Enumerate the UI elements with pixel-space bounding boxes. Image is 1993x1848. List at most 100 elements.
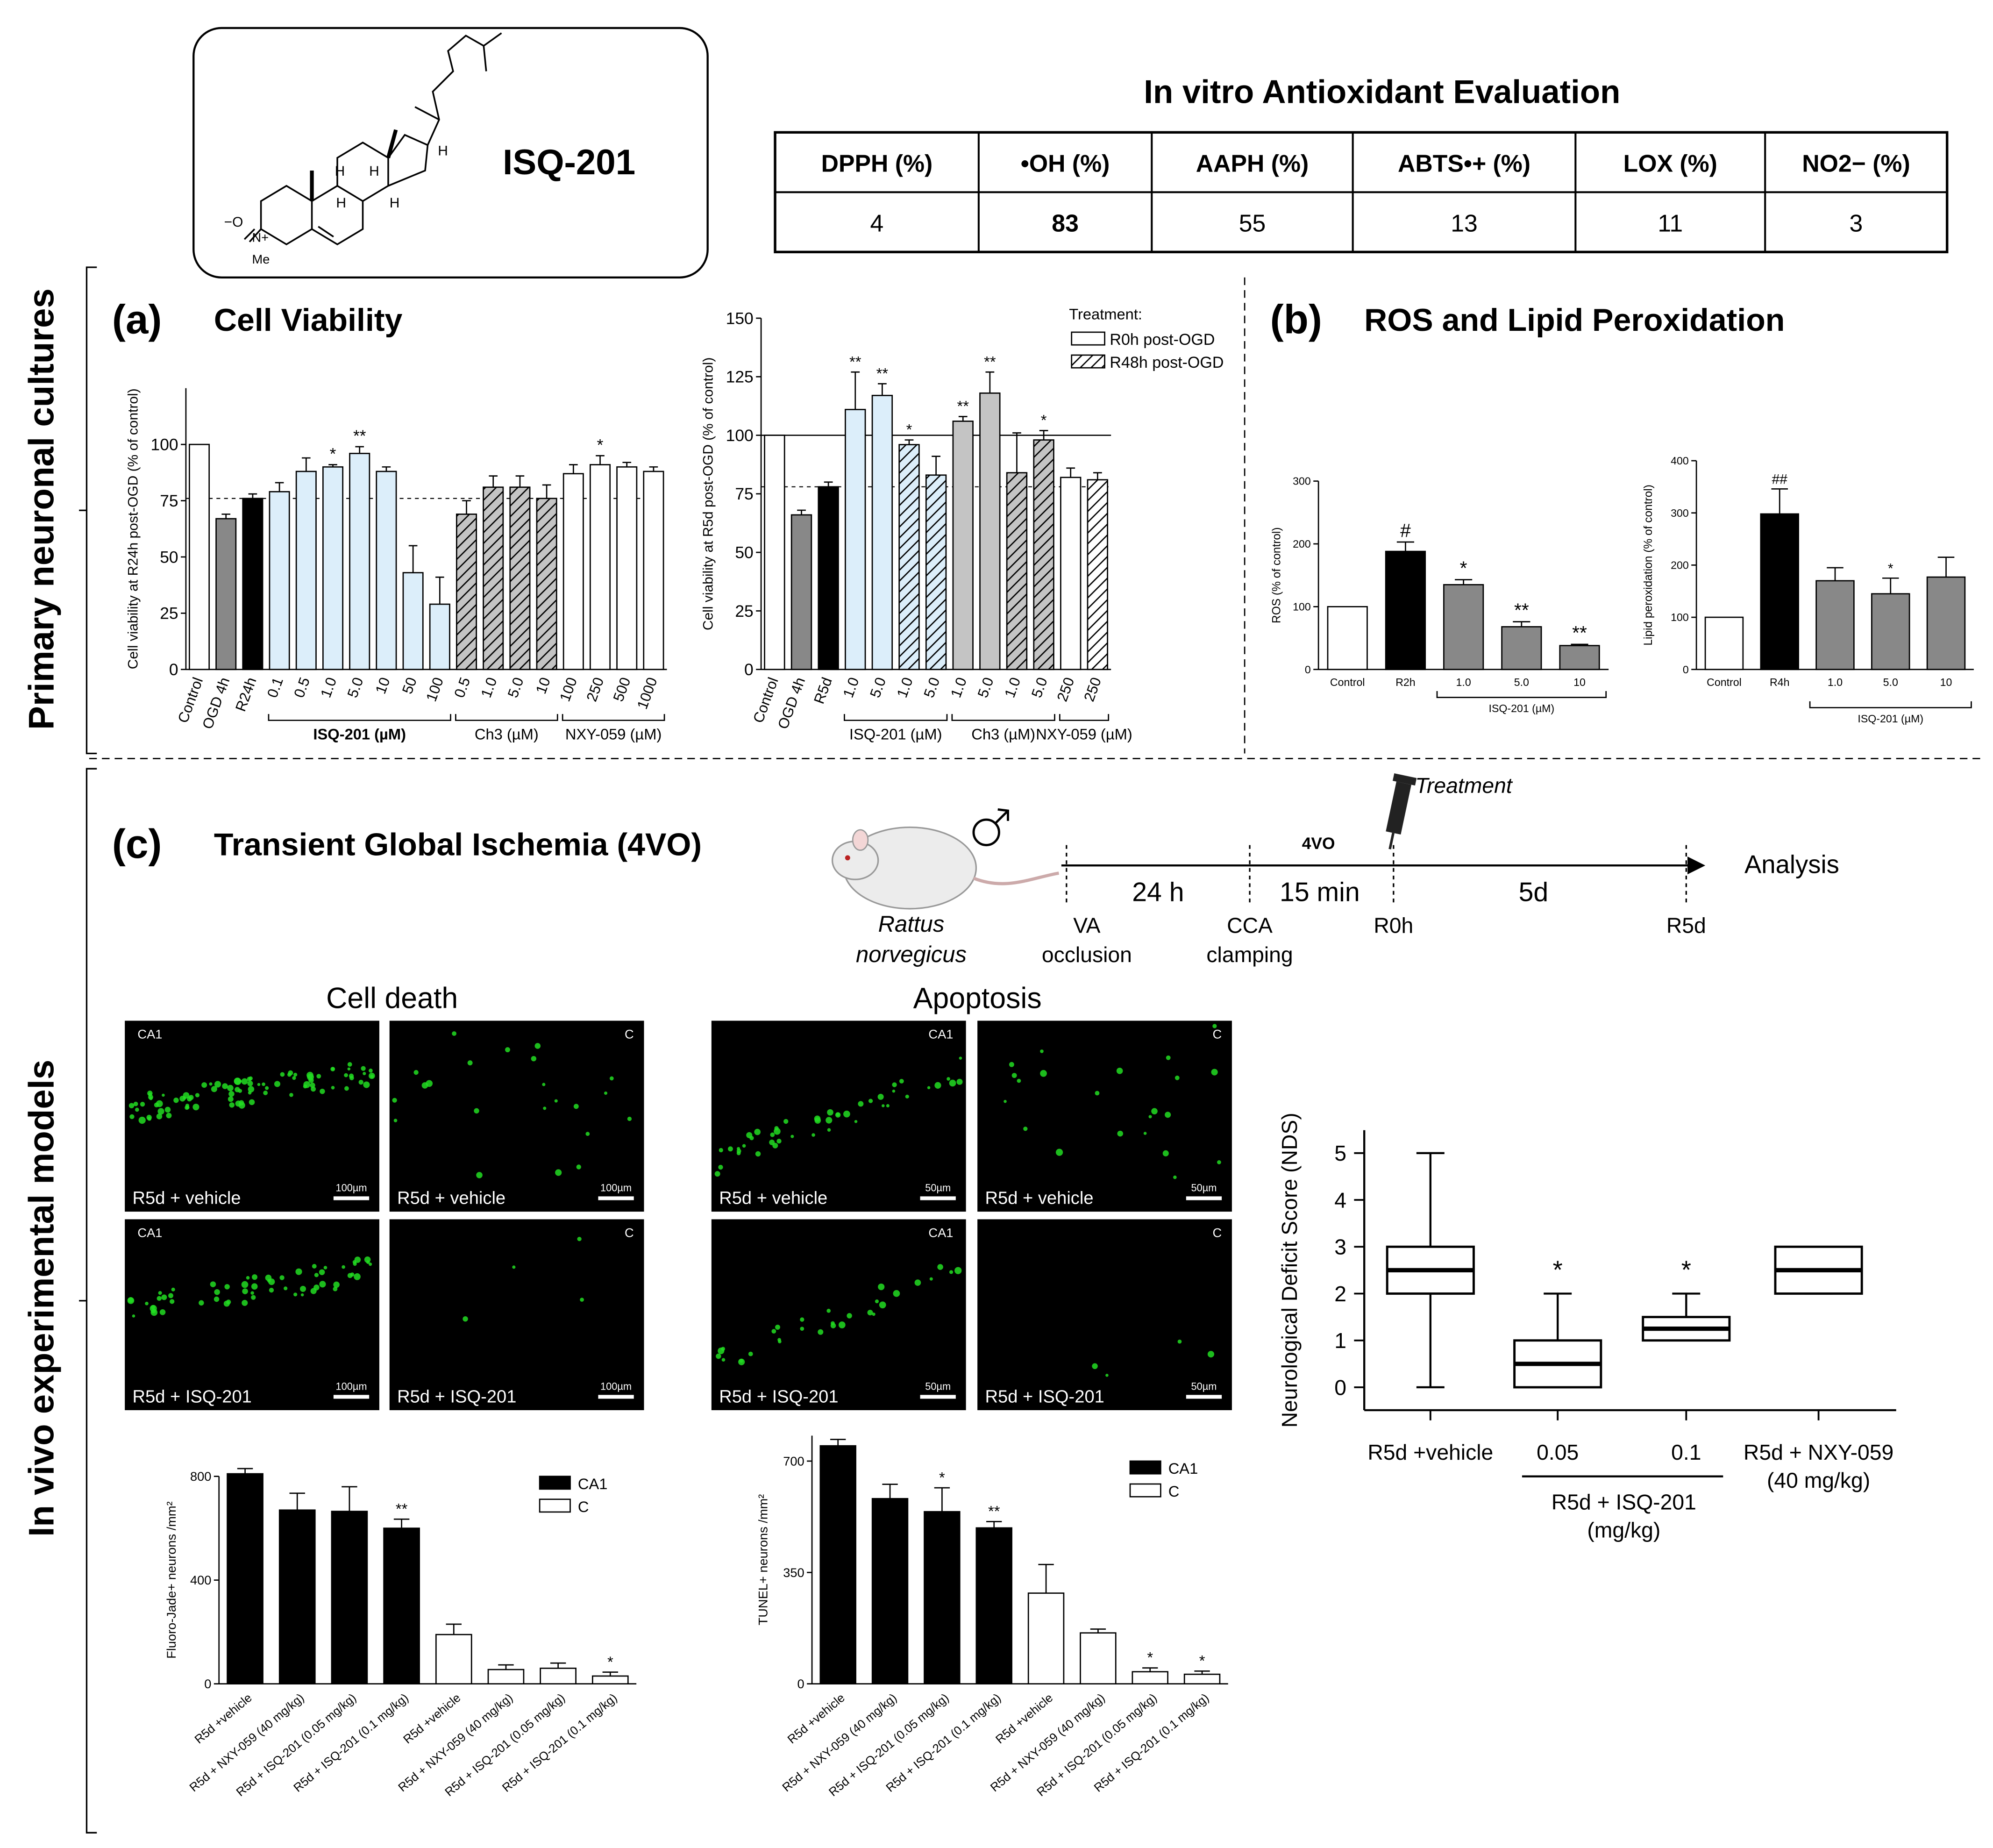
stained-cell xyxy=(265,1086,269,1090)
category-label: 10 xyxy=(1940,676,1952,688)
micrograph-caption: R5d + vehicle xyxy=(985,1188,1093,1208)
panel-b-letter: (b) xyxy=(1270,297,1322,342)
stained-cell xyxy=(251,1295,256,1300)
bar xyxy=(188,443,210,671)
table-value-cell: 4 xyxy=(870,210,884,237)
bar xyxy=(536,498,557,671)
y-tick-label: 1 xyxy=(1334,1328,1346,1353)
stained-cell xyxy=(323,1266,327,1270)
group-bracket xyxy=(1059,714,1110,721)
bar xyxy=(242,498,263,671)
stained-cell xyxy=(251,1283,258,1290)
group-bracket xyxy=(562,714,665,721)
bar xyxy=(1926,576,1966,671)
table-header-cell: •OH (%) xyxy=(1021,150,1110,177)
stained-cell xyxy=(875,1299,879,1304)
bar xyxy=(456,514,477,671)
timeline-4vo: 4VO xyxy=(1302,834,1335,853)
y-tick-label: 100 xyxy=(1671,611,1689,623)
stained-cell xyxy=(183,1096,186,1100)
stained-cell xyxy=(249,1099,255,1106)
stained-cell xyxy=(366,1260,370,1264)
rat-illustration xyxy=(831,826,1060,910)
stained-cell xyxy=(783,1119,789,1124)
stained-cell xyxy=(868,1099,873,1103)
bar xyxy=(295,471,317,671)
stained-cell xyxy=(242,1288,248,1294)
significance-mark: ** xyxy=(988,1502,1000,1520)
chart-viability-r24h: 0 25 50 75 100 Cell viability at R24h post-OG… xyxy=(125,388,667,743)
group-label: NXY-059 (µM) xyxy=(565,726,662,743)
legend-label: R0h post-OGD xyxy=(1110,331,1215,349)
stained-cell xyxy=(140,1102,145,1107)
atom-label-n: N+ xyxy=(252,230,269,245)
species-line2: norvegicus xyxy=(856,942,967,967)
category-label: 5.0 xyxy=(505,675,527,700)
stained-cell xyxy=(905,1094,909,1099)
stained-cell xyxy=(835,1112,841,1118)
stained-cell xyxy=(1116,1068,1123,1074)
stained-cell xyxy=(358,1079,363,1085)
stained-cell xyxy=(185,1105,189,1110)
stained-cell xyxy=(279,1275,285,1280)
stained-cell xyxy=(755,1151,761,1157)
stained-cell xyxy=(135,1107,139,1112)
stained-cell xyxy=(235,1087,240,1092)
category-label: 1.0 xyxy=(1001,675,1024,700)
bar xyxy=(590,464,611,671)
category-label: 1.0 xyxy=(1828,676,1843,688)
stained-cell xyxy=(877,1093,884,1100)
timeline-r0h: R0h xyxy=(1374,913,1413,938)
stained-cell xyxy=(347,1062,352,1067)
stained-cell xyxy=(1095,1091,1100,1096)
stained-cell xyxy=(534,1043,541,1049)
y-tick-label: 300 xyxy=(1293,475,1311,487)
bar xyxy=(845,409,866,671)
stained-cell xyxy=(1217,1160,1221,1164)
stained-cell xyxy=(247,1080,253,1086)
stained-cell xyxy=(1009,1062,1014,1067)
stained-cell xyxy=(1040,1049,1044,1053)
atom-label-h3: H xyxy=(336,195,346,211)
category-label: Control xyxy=(1330,676,1365,688)
stained-cell xyxy=(742,1144,746,1148)
stained-cell xyxy=(222,1083,228,1089)
stained-cell xyxy=(248,1086,255,1092)
stained-cell xyxy=(313,1284,320,1291)
table-header-cell: DPPH (%) xyxy=(821,150,933,177)
significance-mark: ** xyxy=(353,427,366,445)
category-label: 5.0 xyxy=(1028,675,1051,700)
stained-cell xyxy=(914,1279,921,1286)
significance-mark: * xyxy=(607,1653,613,1670)
stained-cell xyxy=(892,1089,896,1093)
y-axis-title: TUNEL+ neurons /mm² xyxy=(756,1494,770,1626)
stained-cell xyxy=(330,1067,335,1071)
scale-bar-label: 50µm xyxy=(925,1380,951,1392)
stained-cell xyxy=(954,1267,962,1274)
stained-cell xyxy=(316,1074,321,1079)
stained-cell xyxy=(543,1106,547,1110)
stained-cell xyxy=(721,1358,726,1362)
group-bracket xyxy=(1809,701,1972,708)
stained-cell xyxy=(262,1082,265,1086)
stained-cell xyxy=(769,1139,775,1145)
species-line1: Rattus xyxy=(878,912,945,937)
bar xyxy=(269,491,290,671)
stained-cell xyxy=(157,1108,164,1115)
stained-cell xyxy=(838,1321,846,1328)
stained-cell xyxy=(542,1083,546,1086)
stained-cell xyxy=(289,1092,293,1097)
y-axis-title: Lipid peroxidation (% of control) xyxy=(1642,485,1655,646)
stained-cell xyxy=(162,1093,165,1097)
stained-cell xyxy=(319,1269,325,1276)
stained-cell xyxy=(1092,1363,1098,1370)
timeline-analysis: Analysis xyxy=(1744,850,1839,879)
scale-bar-label: 100µm xyxy=(600,1380,632,1392)
stained-cell xyxy=(576,1164,581,1170)
micrograph-caption: R5d + ISQ-201 xyxy=(133,1387,252,1407)
legend-label: CA1 xyxy=(578,1475,608,1492)
stained-cell xyxy=(413,1070,419,1075)
stained-cell xyxy=(826,1308,831,1313)
stained-cell xyxy=(319,1281,326,1288)
stained-cell xyxy=(284,1286,288,1291)
